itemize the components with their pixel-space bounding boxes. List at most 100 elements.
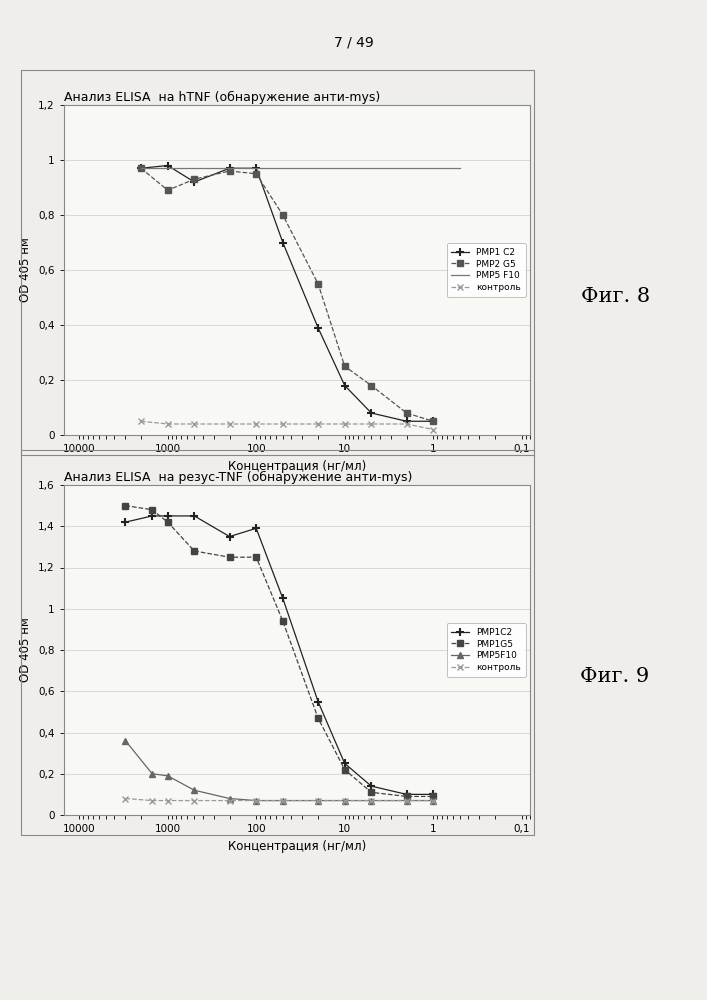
контроль [121,792,129,804]
PMP1G5 [341,764,349,776]
PMP1C2 [148,510,156,522]
PMP1 C2 [314,322,322,334]
PMP2 G5 [279,209,287,221]
контроль [367,418,375,430]
PMP5 F10 [429,162,438,174]
контроль [252,795,260,807]
PMP1C2 [163,510,172,522]
контроль [163,418,172,430]
Line: контроль: контроль [138,418,437,433]
PMP1 C2 [429,415,438,427]
контроль [402,418,411,430]
PMP1 C2 [226,162,234,174]
Line: PMP5F10: PMP5F10 [123,738,436,803]
PMP5F10 [190,784,199,796]
контроль [279,418,287,430]
PMP2 G5 [341,360,349,372]
PMP1C2 [252,522,260,534]
PMP1C2 [402,788,411,800]
PMP2 G5 [429,415,438,427]
PMP1G5 [367,786,375,798]
PMP1C2 [314,696,322,708]
PMP2 G5 [163,184,172,196]
Line: PMP1C2: PMP1C2 [122,512,438,799]
контроль [148,795,156,807]
PMP1G5 [402,790,411,802]
PMP1G5 [121,500,129,512]
Line: PMP2 G5: PMP2 G5 [139,165,436,424]
PMP1C2 [121,516,129,528]
контроль [226,418,234,430]
Y-axis label: OD 405 нм: OD 405 нм [19,238,33,302]
PMP1C2 [226,531,234,543]
Text: Анализ ELISA  на резус-TNF (обнаружение анти-mys): Анализ ELISA на резус-TNF (обнаружение а… [64,471,412,484]
PMP1 C2 [190,176,199,188]
контроль [341,418,349,430]
PMP1 C2 [367,407,375,419]
PMP1C2 [341,757,349,769]
Text: Анализ ELISA  на hTNF (обнаружение анти-mys): Анализ ELISA на hTNF (обнаружение анти-m… [64,91,380,104]
PMP1 C2 [279,236,287,248]
PMP1G5 [148,504,156,516]
PMP2 G5 [226,165,234,177]
PMP1G5 [190,545,199,557]
PMP5F10 [367,795,375,807]
Legend: PMP1 C2, PMP2 G5, PMP5 F10, контроль: PMP1 C2, PMP2 G5, PMP5 F10, контроль [447,243,526,297]
PMP1G5 [226,551,234,563]
контроль [429,795,438,807]
PMP1C2 [367,780,375,792]
Y-axis label: OD 405 нм: OD 405 нм [19,618,33,682]
PMP1 C2 [402,415,411,427]
Line: PMP1G5: PMP1G5 [123,503,436,799]
контроль [367,795,375,807]
PMP5F10 [341,795,349,807]
PMP5F10 [148,768,156,780]
Text: 7 / 49: 7 / 49 [334,35,373,49]
PMP2 G5 [367,379,375,391]
Line: контроль: контроль [122,795,437,804]
PMP2 G5 [252,168,260,180]
PMP1G5 [279,615,287,627]
контроль [163,795,172,807]
контроль [314,418,322,430]
X-axis label: Концентрация (нг/мл): Концентрация (нг/мл) [228,840,366,853]
PMP5F10 [252,795,260,807]
PMP1C2 [429,788,438,800]
PMP1C2 [279,592,287,604]
PMP5F10 [163,770,172,782]
контроль [341,795,349,807]
PMP2 G5 [190,173,199,185]
PMP5F10 [121,735,129,747]
контроль [279,795,287,807]
Legend: PMP1C2, PMP1G5, PMP5F10, контроль: PMP1C2, PMP1G5, PMP5F10, контроль [447,623,526,677]
PMP2 G5 [314,278,322,290]
PMP2 G5 [402,407,411,419]
PMP1G5 [252,551,260,563]
PMP5 F10 [455,162,464,174]
PMP5F10 [226,792,234,804]
контроль [252,418,260,430]
PMP1G5 [163,516,172,528]
Text: Фиг. 8: Фиг. 8 [580,287,650,306]
PMP1G5 [429,790,438,802]
контроль [314,795,322,807]
PMP5F10 [402,795,411,807]
PMP2 G5 [137,162,146,174]
PMP5 F10 [137,162,146,174]
контроль [226,795,234,807]
PMP1G5 [314,712,322,724]
Text: Фиг. 9: Фиг. 9 [580,667,650,686]
PMP1 C2 [252,162,260,174]
PMP1 C2 [137,162,146,174]
контроль [190,795,199,807]
PMP5F10 [429,795,438,807]
контроль [429,424,438,436]
PMP5F10 [279,795,287,807]
контроль [402,795,411,807]
контроль [190,418,199,430]
контроль [137,415,146,427]
PMP1 C2 [341,379,349,391]
PMP5F10 [314,795,322,807]
PMP1C2 [190,510,199,522]
PMP1 C2 [163,159,172,172]
